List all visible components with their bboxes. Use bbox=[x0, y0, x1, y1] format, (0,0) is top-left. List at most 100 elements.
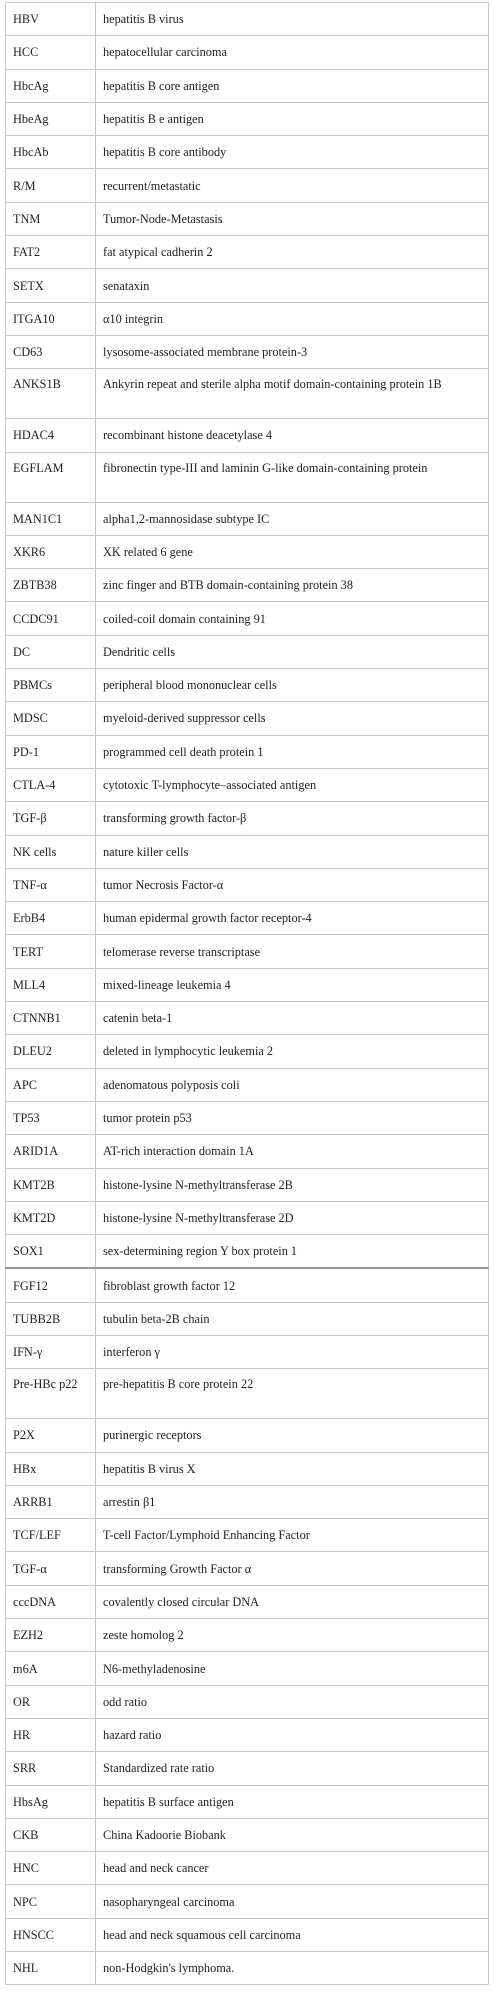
definition-cell: hepatitis B core antigen bbox=[95, 68, 489, 103]
definition-cell: transforming Growth Factor α bbox=[95, 1551, 489, 1586]
definition-cell: nasopharyngeal carcinoma bbox=[95, 1884, 489, 1919]
definition-cell: Tumor-Node-Metastasis bbox=[95, 201, 489, 237]
abbreviation-cell: XKR6 bbox=[5, 534, 96, 570]
table-row: NPC nasopharyngeal carcinoma bbox=[5, 1884, 489, 1919]
definition-cell: T-cell Factor/Lymphoid Enhancing Factor bbox=[95, 1518, 489, 1553]
definition-cell: myeloid-derived suppressor cells bbox=[95, 701, 489, 736]
table-row: TERT telomerase reverse transcriptase bbox=[5, 934, 489, 969]
definition-cell: nature killer cells bbox=[95, 834, 489, 869]
definition-cell: alpha1,2-mannosidase subtype IC bbox=[95, 501, 489, 536]
definition-cell: Dendritic cells bbox=[95, 634, 489, 670]
table-row: R/M recurrent/metastatic bbox=[5, 168, 489, 203]
abbreviation-cell: TNF-α bbox=[5, 867, 96, 903]
abbreviation-cell: EGFLAM bbox=[5, 451, 96, 503]
abbreviation-cell: HR bbox=[5, 1717, 96, 1753]
table-row: ErbB4 human epidermal growth factor recep… bbox=[5, 901, 489, 936]
table-row: CKB China Kadoorie Biobank bbox=[5, 1817, 489, 1853]
definition-cell: recombinant histone deacetylase 4 bbox=[95, 418, 489, 453]
table-row: CCDC91 coiled-coil domain containing 91 bbox=[5, 601, 489, 636]
abbreviation-cell: MLL4 bbox=[5, 967, 96, 1003]
table-row: TCF/LEF T-cell Factor/Lymphoid Enhancing … bbox=[5, 1518, 489, 1553]
definition-cell: tubulin beta-2B chain bbox=[95, 1301, 489, 1336]
abbreviation-cell: NPC bbox=[5, 1884, 96, 1919]
definition-cell: histone-lysine N-methyltransferase 2D bbox=[95, 1200, 489, 1236]
definition-cell: fibroblast growth factor 12 bbox=[95, 1267, 489, 1303]
definition-cell: lysosome-associated membrane protein-3 bbox=[95, 334, 489, 370]
definition-cell: senataxin bbox=[95, 268, 489, 303]
abbreviation-cell: CKB bbox=[5, 1817, 96, 1853]
table-row: KMT2B histone-lysine N-methyltransferase … bbox=[5, 1167, 489, 1202]
abbreviation-cell: cccDNA bbox=[5, 1584, 96, 1620]
definition-cell: human epidermal growth factor receptor-4 bbox=[95, 901, 489, 936]
definition-cell: hepatitis B virus X bbox=[95, 1451, 489, 1486]
abbreviation-cell: FAT2 bbox=[5, 235, 96, 270]
abbreviation-cell: EZH2 bbox=[5, 1618, 96, 1653]
table-row: HBV hepatitis B virus bbox=[5, 1, 489, 37]
definition-cell: odd ratio bbox=[95, 1684, 489, 1719]
table-row: cccDNA covalently closed circular DNA bbox=[5, 1584, 489, 1620]
table-row: HbeAg hepatitis B e antigen bbox=[5, 101, 489, 137]
abbreviation-cell: IFN-γ bbox=[5, 1334, 96, 1370]
definition-cell: China Kadoorie Biobank bbox=[95, 1817, 489, 1853]
table-row: OR odd ratio bbox=[5, 1684, 489, 1719]
table-row: P2X purinergic receptors bbox=[5, 1418, 489, 1453]
table-row: HNSCC head and neck squamous cell carcino… bbox=[5, 1917, 489, 1953]
table-row: TNF-α tumor Necrosis Factor-α bbox=[5, 867, 489, 903]
table-row: SETX senataxin bbox=[5, 268, 489, 303]
table-row: NK cells nature killer cells bbox=[5, 834, 489, 869]
abbreviation-cell: TUBB2B bbox=[5, 1301, 96, 1336]
abbreviation-cell: TERT bbox=[5, 934, 96, 969]
definition-cell: tumor Necrosis Factor-α bbox=[95, 867, 489, 903]
abbreviation-cell: HNC bbox=[5, 1851, 96, 1886]
table-row: SOX1 sex-determining region Y box protein… bbox=[5, 1234, 489, 1269]
table-row: HBx hepatitis B virus X bbox=[5, 1451, 489, 1486]
table-row: HbsAg hepatitis B surface antigen bbox=[5, 1784, 489, 1819]
abbreviation-cell: TGF-α bbox=[5, 1551, 96, 1586]
abbreviation-cell: HbeAg bbox=[5, 101, 96, 137]
abbreviation-cell: NHL bbox=[5, 1951, 96, 1986]
definition-cell: catenin beta-1 bbox=[95, 1001, 489, 1036]
definition-cell: mixed-lineage leukemia 4 bbox=[95, 967, 489, 1003]
table-row: HDAC4 recombinant histone deacetylase 4 bbox=[5, 418, 489, 453]
abbreviation-cell: KMT2B bbox=[5, 1167, 96, 1202]
definition-cell: peripheral blood mononuclear cells bbox=[95, 668, 489, 703]
abbreviation-cell: P2X bbox=[5, 1418, 96, 1453]
abbreviation-cell: m6A bbox=[5, 1651, 96, 1686]
table-row: IFN-γ interferon γ bbox=[5, 1334, 489, 1370]
definition-cell: hepatitis B core antibody bbox=[95, 135, 489, 170]
abbreviation-cell: R/M bbox=[5, 168, 96, 203]
definition-cell: non-Hodgkin's lymphoma. bbox=[95, 1951, 489, 1986]
abbreviation-cell: CCDC91 bbox=[5, 601, 96, 636]
abbreviation-table-body: HBV hepatitis B virus HCC hepatocellular ca… bbox=[5, 1, 489, 1986]
table-row: FAT2 fat atypical cadherin 2 bbox=[5, 235, 489, 270]
abbreviation-cell: HBx bbox=[5, 1451, 96, 1486]
definition-cell: hepatitis B e antigen bbox=[95, 101, 489, 137]
abbreviation-cell: SRR bbox=[5, 1751, 96, 1786]
definition-cell: purinergic receptors bbox=[95, 1418, 489, 1453]
definition-cell: covalently closed circular DNA bbox=[95, 1584, 489, 1620]
table-row: TUBB2B tubulin beta-2B chain bbox=[5, 1301, 489, 1336]
abbreviation-cell: TCF/LEF bbox=[5, 1518, 96, 1553]
definition-cell: coiled-coil domain containing 91 bbox=[95, 601, 489, 636]
table-row: MDSC myeloid-derived suppressor cells bbox=[5, 701, 489, 736]
abbreviation-cell: KMT2D bbox=[5, 1200, 96, 1236]
table-row: Pre-HBc p22 pre-hepatitis B core protein … bbox=[5, 1368, 489, 1420]
definition-cell: recurrent/metastatic bbox=[95, 168, 489, 203]
abbreviation-cell: ARRB1 bbox=[5, 1484, 96, 1520]
abbreviation-cell: TP53 bbox=[5, 1100, 96, 1136]
abbreviation-table: HBV hepatitis B virus HCC hepatocellular ca… bbox=[5, 1, 489, 1986]
table-row: PBMCs peripheral blood mononuclear cells bbox=[5, 668, 489, 703]
abbreviation-cell: TGF-β bbox=[5, 801, 96, 836]
table-row: CTLA-4 cytotoxic T-lymphocyte–associated … bbox=[5, 767, 489, 803]
definition-cell: fat atypical cadherin 2 bbox=[95, 235, 489, 270]
abbreviation-cell: MAN1C1 bbox=[5, 501, 96, 536]
abbreviation-cell: DC bbox=[5, 634, 96, 670]
definition-cell: AT-rich interaction domain 1A bbox=[95, 1134, 489, 1169]
table-row: CTNNB1 catenin beta-1 bbox=[5, 1001, 489, 1036]
table-row: APC adenomatous polyposis coli bbox=[5, 1067, 489, 1102]
definition-cell: hepatitis B virus bbox=[95, 1, 489, 37]
table-row: KMT2D histone-lysine N-methyltransferase … bbox=[5, 1200, 489, 1236]
table-row: ARID1A AT-rich interaction domain 1A bbox=[5, 1134, 489, 1169]
abbreviation-cell: DLEU2 bbox=[5, 1034, 96, 1069]
abbreviation-cell: HDAC4 bbox=[5, 418, 96, 453]
